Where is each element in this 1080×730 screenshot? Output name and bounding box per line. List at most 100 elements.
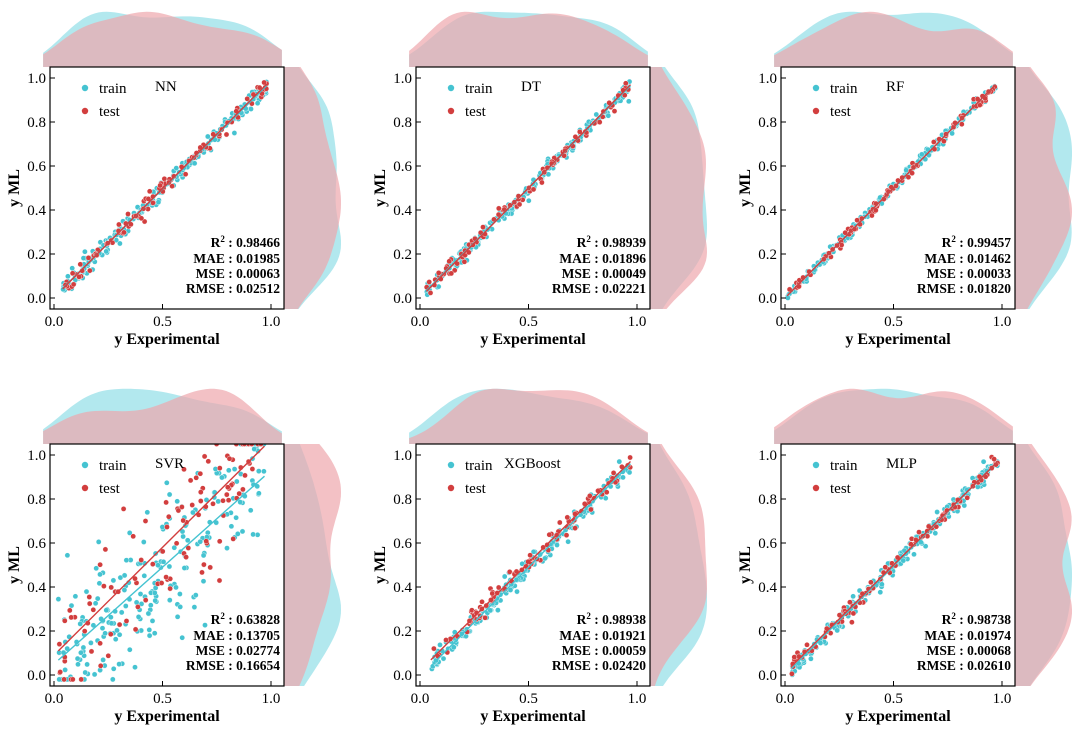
test-point [916,529,922,535]
test-point [572,133,579,140]
test-point [993,461,999,468]
train-point [88,640,94,646]
train-point [103,607,110,614]
train-point [110,577,117,584]
test-point [182,171,189,177]
test-point [427,290,434,296]
train-point [239,528,246,535]
test-point [623,80,629,87]
legend-train-label: train [830,458,858,474]
test-point [201,561,207,568]
legend-train-label: train [465,458,493,474]
train-point [114,627,120,634]
metric-mse: MSE : 0.02774 [196,643,281,658]
test-point [548,160,555,167]
metric-mae: MAE : 0.01462 [924,251,1011,266]
train-point [90,622,97,629]
train-point [903,167,910,173]
test-point [70,281,77,288]
top-density-test [409,388,648,444]
test-point [627,454,633,461]
test-point [216,465,223,471]
test-point [199,569,205,576]
train-point [980,458,987,465]
train-point [84,661,90,668]
train-point [900,557,907,564]
train-point [116,631,123,638]
top-density-test [43,388,282,444]
test-point [226,455,233,462]
test-point [57,669,64,675]
test-point [539,179,545,186]
x-tick-label: 0.5 [884,314,903,330]
train-point [949,130,955,137]
metric-r2-value: 0.63828 [236,612,280,627]
metric-rmse-value: 0.02512 [236,281,280,296]
legend-test-label: test [465,104,487,120]
test-point [142,597,149,603]
metric-rmse: RMSE : 0.02512 [186,281,280,296]
train-point [80,644,87,651]
train-point [100,657,106,663]
test-point [572,525,578,531]
top-density-test [774,11,1013,68]
train-point [501,573,508,580]
train-point [922,543,929,550]
points-layer [429,454,634,672]
test-point [142,518,149,524]
test-point [85,254,92,261]
train-point [123,557,130,564]
test-point [216,538,223,545]
right-density-test [650,444,707,686]
test-point [224,484,231,491]
train-point [126,530,133,536]
y-tick-label: 0.0 [758,291,777,307]
y-axis-label: y ML [6,546,23,584]
test-point [557,519,563,526]
metric-rmse: RMSE : 0.01820 [917,281,1011,296]
right-density-test [650,67,707,309]
test-point [81,628,88,634]
test-point [461,258,468,265]
train-point [94,595,101,602]
test-point [941,138,947,144]
test-point [90,607,97,613]
train-point [92,600,99,607]
subplot-nn: 0.0 0.2 0.4 0.6 0.8 1.0 0.0 0.5 1.0 y Experimenta… [6,11,341,348]
y-tick-label: 1.0 [393,448,412,464]
train-point [108,620,115,627]
legend-train-marker [812,461,820,469]
test-point [175,507,182,514]
test-point [163,574,169,580]
test-point [495,205,502,212]
test-point [121,229,127,236]
axes-frame [780,443,1016,687]
train-point [247,507,254,514]
test-point [786,286,793,293]
train-point [155,199,162,205]
metric-mae: MAE : 0.01896 [559,251,646,266]
legend-test-marker [812,107,820,115]
x-tick-label: 0.5 [519,314,538,330]
test-point [150,200,156,206]
train-point [137,591,144,597]
train-point [919,151,925,158]
test-point [61,676,67,683]
x-tick-label: 1.0 [262,691,281,707]
test-point [62,618,68,624]
train-point [911,551,917,558]
train-point [166,563,173,570]
train-point [93,565,99,572]
test-point [180,517,186,524]
train-point [237,499,243,505]
train-point [145,610,152,617]
points-layer [60,79,270,293]
test-point [899,174,906,181]
model-name: SVR [155,456,184,472]
train-point [64,552,71,559]
legend-train-label: train [830,81,858,97]
train-point [190,509,196,516]
train-point [255,468,262,474]
test-point [116,221,122,228]
